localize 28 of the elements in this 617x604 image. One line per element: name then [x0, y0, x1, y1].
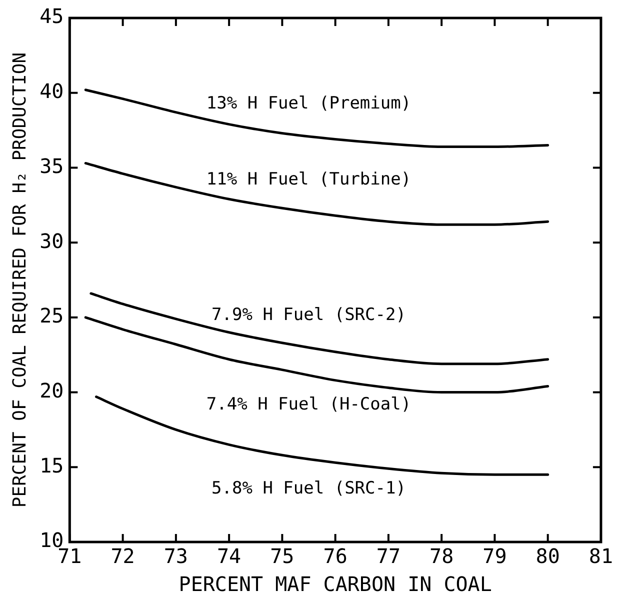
- y-tick-label: 35: [40, 154, 64, 178]
- series-label: 11% H Fuel (Turbine): [206, 169, 412, 190]
- line-series: [94, 396, 550, 476]
- y-tick-label: 45: [40, 4, 64, 28]
- series-label: 13% H Fuel (Premium): [206, 94, 412, 114]
- y-tick-label: 30: [40, 228, 64, 253]
- y-tick-label: 15: [40, 453, 64, 478]
- x-axis-title: PERCENT MAF CARBON IN COAL: [178, 572, 492, 596]
- x-tick-label: 80: [536, 544, 560, 568]
- x-tick-label: 74: [217, 544, 242, 568]
- x-tick-label: 81: [588, 544, 614, 568]
- series-label: 7.4% H Fuel (H-Coal): [206, 394, 412, 414]
- y-tick-label: 40: [40, 79, 64, 104]
- line-series: [84, 88, 550, 148]
- line-series: [90, 292, 550, 366]
- x-tick-label: 72: [110, 544, 135, 568]
- series-label: 7.9% H Fuel (SRC-2): [212, 304, 406, 325]
- y-tick-label: 20: [40, 378, 64, 402]
- y-axis-title: PERCENT OF COAL REQUIRED FOR H₂ PRODUCTION: [9, 52, 30, 508]
- line-series: [84, 162, 550, 226]
- y-tick-label: 25: [40, 304, 64, 328]
- x-tick-label: 75: [270, 544, 294, 568]
- x-tick-label: 76: [323, 544, 348, 568]
- series-label: 5.8% H Fuel (SRC-1): [212, 478, 406, 498]
- x-tick-label: 79: [482, 544, 507, 568]
- x-tick-label: 78: [430, 544, 454, 568]
- x-tick-label: 77: [376, 544, 400, 568]
- x-tick-label: 73: [164, 544, 188, 568]
